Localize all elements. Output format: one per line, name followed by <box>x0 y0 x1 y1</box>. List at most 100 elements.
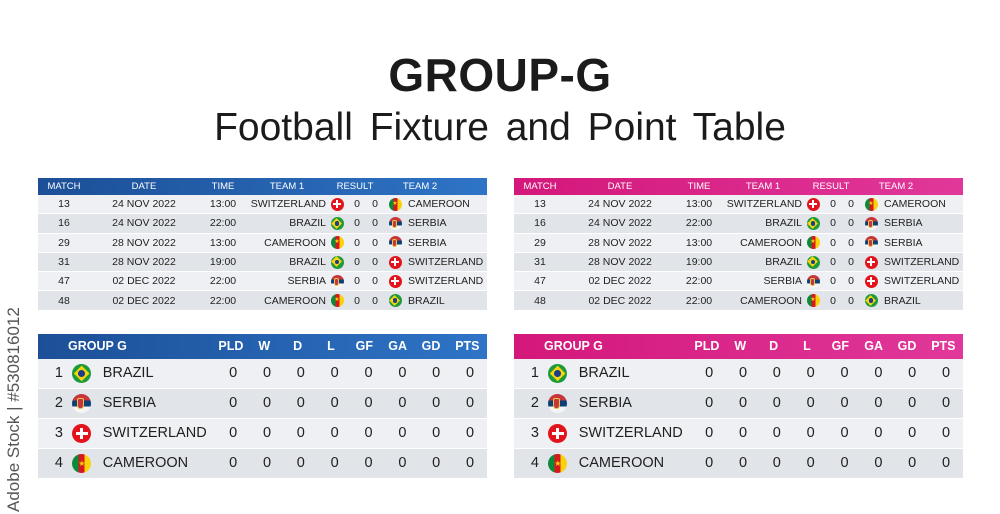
match-date: 24 NOV 2022 <box>588 198 652 211</box>
team2-score: 0 <box>848 217 854 230</box>
stat-l: 0 <box>330 425 339 442</box>
team1-score: 0 <box>354 294 360 307</box>
match-date: 02 DEC 2022 <box>588 294 652 307</box>
brazil-flag-icon <box>330 216 344 230</box>
team1-name: BRAZIL <box>765 217 802 230</box>
blue-panel: MATCH DATE TIME TEAM 1 RESULT TEAM 2 13 24 NOV … <box>38 178 487 479</box>
match-number: 13 <box>58 198 70 211</box>
brazil-flag-icon <box>388 294 402 308</box>
brazil-flag-icon <box>806 216 820 230</box>
header-pts: PTS <box>455 339 480 354</box>
team1-flag <box>326 255 348 269</box>
stat-ga: 0 <box>398 455 407 472</box>
header-pld: PLD <box>218 339 244 354</box>
stat-w: 0 <box>262 425 272 442</box>
stat-ga: 0 <box>398 365 407 382</box>
stat-w: 0 <box>262 395 272 412</box>
stat-ga: 0 <box>398 395 407 412</box>
serbia-flag-icon <box>548 393 568 413</box>
stat-gd: 0 <box>908 395 917 412</box>
team1-flag <box>326 294 348 308</box>
standings-row: 1 BRAZIL 0 0 0 0 0 0 0 0 <box>38 358 487 389</box>
match-number: 16 <box>534 217 546 230</box>
fixture-row: 16 24 NOV 2022 22:00 BRAZIL 0 0 SERBIA <box>38 214 487 234</box>
team1-score: 0 <box>830 217 836 230</box>
header-team2: TEAM 2 <box>402 181 438 192</box>
team2-name: CAMEROON <box>408 198 470 211</box>
team2-flag <box>860 294 882 308</box>
stat-w: 0 <box>738 395 748 412</box>
team2-score: 0 <box>372 256 378 269</box>
serbia-flag-icon <box>388 236 402 250</box>
header-pts: PTS <box>931 339 956 354</box>
team2-score: 0 <box>848 236 854 249</box>
fixture-table-pink: MATCH DATE TIME TEAM 1 RESULT TEAM 2 13 24 NOV … <box>514 178 963 311</box>
team-name: SWITZERLAND <box>102 425 207 442</box>
stat-l: 0 <box>806 395 815 412</box>
serbia-flag-icon <box>72 393 92 413</box>
stat-d: 0 <box>772 455 781 472</box>
match-date: 28 NOV 2022 <box>588 236 652 249</box>
header-d: D <box>293 339 303 354</box>
brazil-flag-icon <box>806 255 820 269</box>
stat-gd: 0 <box>432 395 441 412</box>
stat-ga: 0 <box>874 455 883 472</box>
match-date: 24 NOV 2022 <box>112 198 176 211</box>
brazil-flag-icon <box>548 363 568 383</box>
team-position: 1 <box>54 365 63 382</box>
team2-score: 0 <box>372 275 378 288</box>
stat-ga: 0 <box>874 395 883 412</box>
team2-score: 0 <box>372 294 378 307</box>
team1-flag <box>326 216 348 230</box>
fixture-row: 29 28 NOV 2022 13:00 CAMEROON 00 SERBIA <box>514 233 963 253</box>
header-gf: GF <box>831 339 849 354</box>
fixture-row: 16 24 NOV 2022 22:00 BRAZIL 0 0 SERBIA <box>514 214 963 234</box>
stat-pld: 0 <box>705 395 714 412</box>
team2-name: SWITZERLAND <box>408 275 484 288</box>
team1-flag <box>802 197 824 211</box>
team-position: 3 <box>530 425 539 442</box>
cameroon-flag-icon <box>388 197 402 211</box>
team2-score: 0 <box>848 275 854 288</box>
header-pld: PLD <box>694 339 720 354</box>
team2-score: 0 <box>848 256 854 269</box>
stat-w: 0 <box>262 455 272 472</box>
stat-l: 0 <box>330 455 339 472</box>
stat-pts: 0 <box>466 425 475 442</box>
fixture-row: 13 24 NOV 2022 13:00 SWITZERLAND 00 CAMEROON <box>38 195 487 215</box>
team1-score: 0 <box>830 198 836 211</box>
team-name: SERBIA <box>102 395 156 412</box>
match-date: 24 NOV 2022 <box>588 217 652 230</box>
header-match: MATCH <box>47 181 81 192</box>
match-date: 24 NOV 2022 <box>112 217 176 230</box>
header-ga: GA <box>864 339 884 354</box>
match-time: 22:00 <box>209 275 237 288</box>
cameroon-flag-icon <box>864 197 878 211</box>
fixture-row: 47 02 DEC 2022 22:00 SERBIA 0 0 SWITZERLAND <box>514 272 963 292</box>
match-date: 02 DEC 2022 <box>112 275 176 288</box>
team1-flag <box>326 274 348 288</box>
team2-flag <box>384 197 406 211</box>
header-d: D <box>769 339 779 354</box>
cameroon-flag-icon <box>72 453 92 473</box>
brazil-flag-icon <box>864 294 878 308</box>
team-flag <box>67 423 97 443</box>
stat-l: 0 <box>330 365 339 382</box>
stat-pts: 0 <box>466 455 475 472</box>
stat-gf: 0 <box>364 425 373 442</box>
stat-l: 0 <box>806 365 815 382</box>
team1-name: CAMEROON <box>740 294 802 307</box>
team-position: 2 <box>54 395 63 412</box>
pink-panel: MATCH DATE TIME TEAM 1 RESULT TEAM 2 13 24 NOV … <box>514 178 963 479</box>
match-date: 02 DEC 2022 <box>588 275 652 288</box>
team2-flag <box>384 236 406 250</box>
brazil-flag-icon <box>330 255 344 269</box>
stat-gd: 0 <box>908 455 917 472</box>
team2-score: 0 <box>848 294 854 307</box>
team-flag <box>67 393 97 413</box>
match-number: 48 <box>534 294 546 307</box>
switzerland-flag-icon <box>864 274 878 288</box>
header-result: RESULT <box>336 181 374 192</box>
team2-flag <box>860 197 882 211</box>
team1-name: BRAZIL <box>289 256 326 269</box>
